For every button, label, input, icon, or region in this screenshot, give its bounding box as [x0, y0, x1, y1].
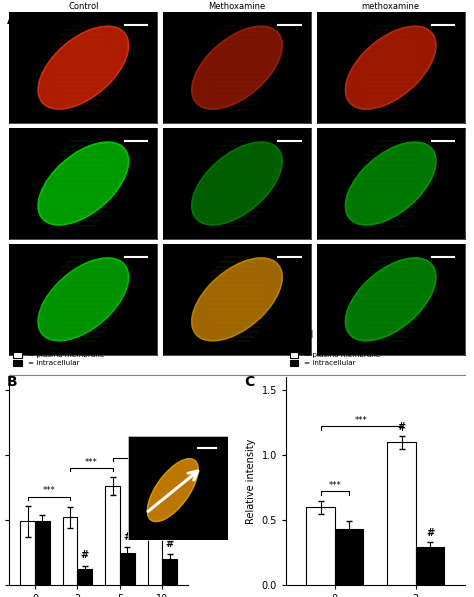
Bar: [63, 518, 77, 585]
Text: #: #: [123, 532, 131, 542]
Ellipse shape: [38, 26, 128, 109]
Bar: [105, 487, 120, 585]
Ellipse shape: [192, 258, 282, 341]
Text: C: C: [244, 375, 255, 389]
Bar: [20, 521, 35, 585]
Text: #: #: [426, 528, 434, 538]
Text: #: #: [166, 538, 174, 549]
Bar: [163, 559, 177, 585]
Y-axis label: Relative intensity: Relative intensity: [246, 438, 256, 524]
Ellipse shape: [346, 26, 436, 109]
Bar: [77, 570, 92, 585]
Text: ***: ***: [355, 416, 367, 425]
Legend: = plasma membrane, = intracellular: = plasma membrane, = intracellular: [290, 352, 380, 366]
Ellipse shape: [346, 142, 436, 225]
Ellipse shape: [38, 142, 128, 225]
Ellipse shape: [346, 258, 436, 341]
Ellipse shape: [147, 458, 198, 522]
Text: B: B: [7, 375, 18, 389]
Bar: [35, 521, 50, 585]
Text: A: A: [7, 13, 18, 27]
Text: ***: ***: [42, 487, 55, 496]
Bar: [120, 553, 135, 585]
Text: ***: ***: [128, 447, 140, 456]
Text: #: #: [81, 550, 89, 561]
Text: ***: ***: [85, 458, 98, 467]
Bar: [147, 475, 163, 585]
Legend: = plasma membrane, = intracellular: = plasma membrane, = intracellular: [13, 352, 104, 366]
Text: #: #: [398, 421, 406, 432]
Text: $\alpha_{1A}$-H: $\alpha_{1A}$-H: [286, 328, 314, 341]
Title: Prazosin +
methoxamine: Prazosin + methoxamine: [362, 0, 419, 11]
Bar: [306, 507, 335, 585]
Bar: [335, 529, 363, 585]
Ellipse shape: [192, 142, 282, 225]
Bar: [387, 442, 416, 585]
Text: ***: ***: [328, 481, 341, 490]
Text: WT: WT: [33, 24, 47, 33]
Text: WT: WT: [9, 332, 25, 341]
Ellipse shape: [38, 258, 128, 341]
Bar: [416, 547, 444, 585]
Ellipse shape: [192, 26, 282, 109]
Title: Methoxamine: Methoxamine: [209, 2, 265, 11]
Title: Control: Control: [68, 2, 99, 11]
